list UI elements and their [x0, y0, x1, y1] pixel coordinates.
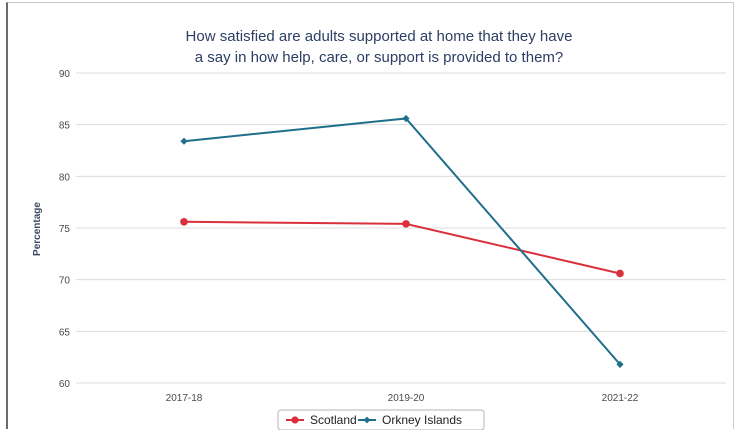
data-point [180, 137, 188, 145]
grid-lines [76, 72, 726, 384]
x-tick-label: 2019-20 [388, 393, 425, 404]
chart-title-line-1: How satisfied are adults supported at ho… [186, 28, 573, 45]
legend-entry: Orkney Islands [382, 413, 462, 427]
y-tick-label: 65 [59, 327, 71, 338]
series-line-orkney-islands [183, 117, 621, 366]
chart-title: How satisfied are adults supported at ho… [186, 28, 573, 66]
data-point [616, 360, 624, 368]
legend-marker [291, 416, 299, 424]
y-tick-label: 85 [59, 121, 71, 132]
y-tick-label: 90 [59, 69, 71, 80]
data-point [402, 220, 410, 228]
y-tick-label: 80 [59, 172, 71, 183]
legend-entry: Scotland [310, 413, 357, 427]
x-tick-labels: 2017-18 2019-20 2021-22 [166, 393, 639, 404]
chart-title-line-2: a say in how help, care, or support is p… [195, 49, 564, 66]
y-tick-label: 60 [59, 379, 71, 390]
data-point [402, 114, 410, 123]
chart-frame: How satisfied are adults supported at ho… [6, 2, 734, 430]
y-tick-labels: 60 65 70 75 80 85 90 [59, 69, 71, 390]
data-series [180, 114, 624, 368]
legend: Scotland Orkney Islands [277, 409, 485, 430]
y-axis-label: Percentage [32, 202, 43, 256]
data-point [616, 269, 624, 278]
legend-marker [363, 416, 371, 424]
y-tick-label: 75 [59, 224, 71, 235]
y-tick-label: 70 [59, 276, 71, 287]
x-tick-label: 2021-22 [602, 393, 639, 404]
legend-box [277, 409, 485, 430]
line-chart: How satisfied are adults supported at ho… [32, 28, 726, 430]
series-line-scotland [183, 220, 621, 275]
x-tick-label: 2017-18 [166, 393, 203, 404]
data-point [180, 218, 188, 226]
